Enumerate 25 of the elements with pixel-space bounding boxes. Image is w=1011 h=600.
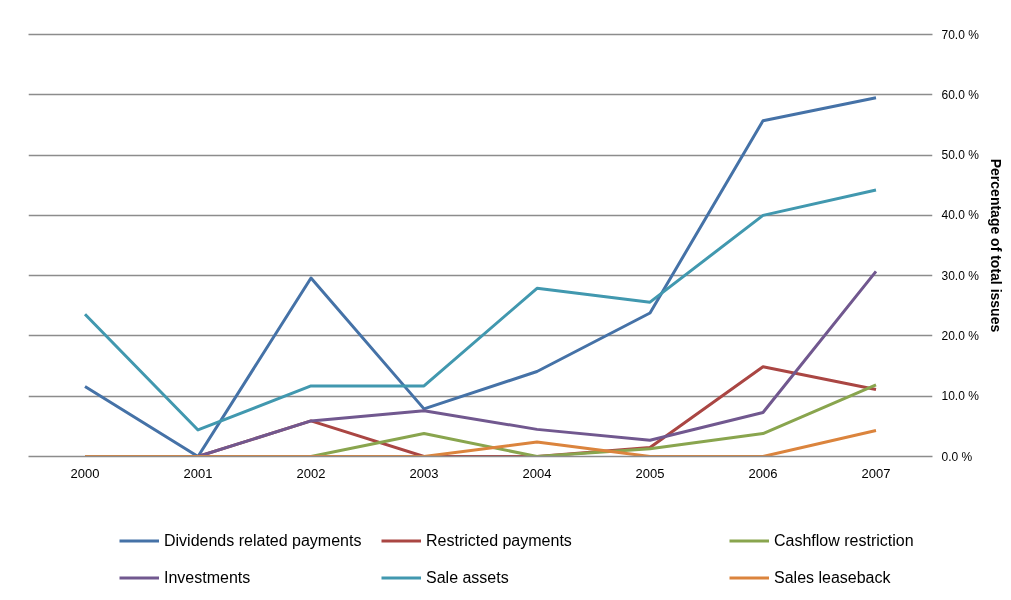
y-axis-title: Percentage of total issues	[987, 158, 1004, 333]
x-tick-label: 2000	[70, 465, 100, 481]
y-tick-label: 50.0 %	[941, 148, 980, 163]
x-tick-label: 2001	[183, 465, 213, 481]
x-tick-label: 2007	[861, 465, 891, 481]
x-tick-label: 2006	[748, 465, 778, 481]
line-series	[83, 188, 878, 432]
y-tick-label: 60.0 %	[941, 87, 980, 102]
legend-label: Restricted payments	[426, 531, 572, 550]
x-tick-label: 2003	[409, 465, 439, 481]
line-series	[83, 96, 878, 457]
legend-label: Investments	[164, 568, 251, 587]
legend-label: Dividends related payments	[164, 531, 362, 550]
y-tick-label: 70.0 %	[941, 27, 980, 42]
y-tick-label: 10.0 %	[941, 389, 980, 404]
x-tick-label: 2005	[635, 465, 665, 481]
x-tick-label: 2004	[522, 465, 552, 481]
legend-label: Sales leaseback	[774, 568, 891, 587]
legend-label: Sale assets	[426, 568, 509, 587]
y-tick-label: 0.0 %	[941, 449, 973, 464]
legend-label: Cashflow restriction	[774, 531, 914, 550]
y-tick-label: 30.0 %	[941, 268, 980, 283]
y-tick-label: 20.0 %	[941, 328, 980, 343]
y-tick-label: 40.0 %	[941, 208, 980, 223]
x-tick-label: 2002	[296, 465, 326, 481]
